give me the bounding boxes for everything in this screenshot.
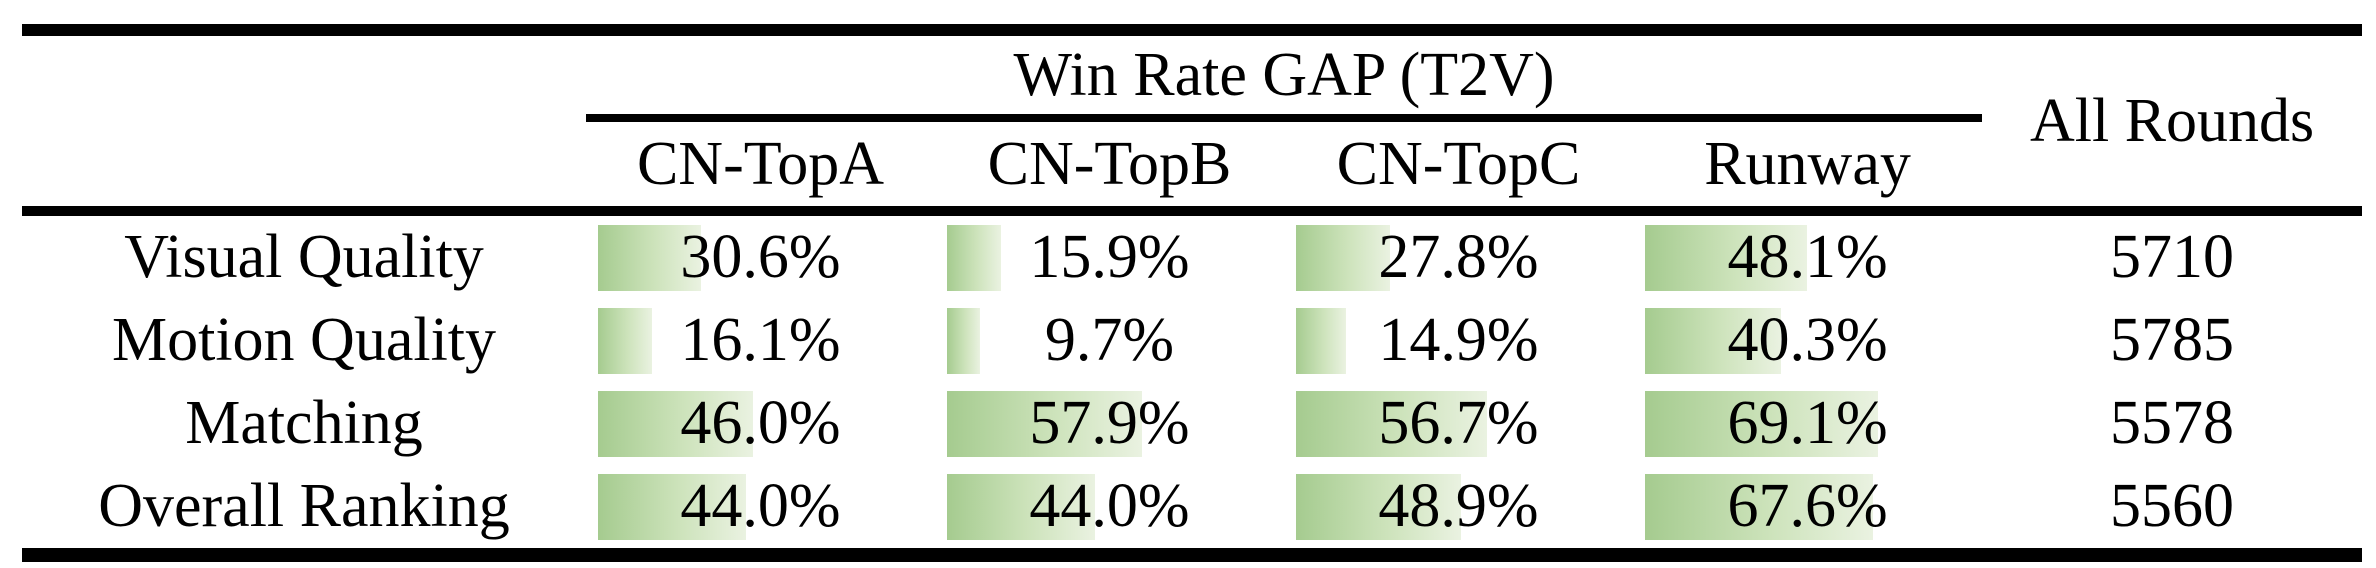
win-rate-cell: 27.8% [1284,211,1633,299]
all-rounds-header: All Rounds [1982,30,2363,216]
win-rate-value: 44.0% [1029,472,1190,541]
win-rate-cell: 44.0% [935,465,1284,555]
win-rate-cell: 44.0% [586,465,935,555]
win-rate-cell: 69.1% [1633,382,1982,465]
corner-empty-cell [22,30,586,216]
win-rate-bar [598,224,701,291]
win-rate-bar [947,473,1095,540]
win-rate-bar [947,390,1142,457]
win-rate-bar [1296,224,1390,291]
win-rate-value: 46.0% [680,389,841,458]
all-rounds-value: 5710 [2110,223,2235,292]
all-rounds-value: 5578 [2110,389,2235,458]
win-rate-value: 44.0% [680,472,841,541]
win-rate-bar [598,473,746,540]
win-rate-value: 14.9% [1378,306,1539,375]
table-row-matching: Matching 46.0% 57.9% 56.7% 69.1% 557 [22,382,2362,465]
win-rate-value: 57.9% [1029,389,1190,458]
win-rate-value: 67.6% [1727,472,1888,541]
column-header-cn-topa: CN-TopA [586,118,935,216]
all-rounds-value: 5785 [2110,306,2235,375]
win-rate-bar [947,224,1001,291]
win-rate-bar [1296,473,1461,540]
win-rate-value: 48.9% [1378,472,1539,541]
row-label: Visual Quality [124,223,484,292]
win-rate-value: 40.3% [1727,306,1888,375]
column-header-cn-topc: CN-TopC [1284,118,1633,216]
all-rounds-value: 5560 [2110,472,2235,541]
win-rate-bar [1296,390,1487,457]
win-rate-bar [598,307,652,374]
win-rate-value: 30.6% [680,223,841,292]
win-rate-table: Win Rate GAP (T2V) All Rounds CN-TopA CN… [22,24,2363,562]
win-rate-cell: 9.7% [935,299,1284,382]
win-rate-value: 27.8% [1378,223,1539,292]
row-label: Overall Ranking [98,472,510,541]
win-rate-cell: 30.6% [586,211,935,299]
win-rate-bar [1645,224,1807,291]
table-row-visual-quality: Visual Quality 30.6% 15.9% 27.8% 48.1% [22,211,2362,299]
win-rate-bar [598,390,753,457]
table-row-motion-quality: Motion Quality 16.1% 9.7% 14.9% 40.3% [22,299,2362,382]
win-rate-cell: 67.6% [1633,465,1982,555]
win-rate-cell: 15.9% [935,211,1284,299]
win-rate-value: 56.7% [1378,389,1539,458]
column-header-runway: Runway [1633,118,1983,216]
win-rate-bar [1645,473,1873,540]
table-row-overall-ranking: Overall Ranking 44.0% 44.0% 48.9% 67.6% [22,465,2362,555]
results-table: Win Rate GAP (T2V) All Rounds CN-TopA CN… [22,24,2363,562]
win-rate-value: 9.7% [1044,306,1175,375]
win-rate-bar [1296,307,1346,374]
win-rate-cell: 56.7% [1284,382,1633,465]
group-header-title: Win Rate GAP (T2V) [586,30,1983,122]
win-rate-cell: 48.1% [1633,211,1982,299]
win-rate-cell: 48.9% [1284,465,1633,555]
win-rate-cell: 14.9% [1284,299,1633,382]
win-rate-cell: 46.0% [586,382,935,465]
win-rate-value: 48.1% [1727,223,1888,292]
win-rate-cell: 57.9% [935,382,1284,465]
win-rate-value: 16.1% [680,306,841,375]
win-rate-value: 15.9% [1029,223,1190,292]
win-rate-bar [947,307,980,374]
win-rate-value: 69.1% [1727,389,1888,458]
win-rate-cell: 16.1% [586,299,935,382]
column-header-cn-topb: CN-TopB [935,118,1284,216]
win-rate-cell: 40.3% [1633,299,1982,382]
win-rate-bar [1645,307,1781,374]
row-label: Motion Quality [111,306,497,375]
row-label: Matching [185,389,423,458]
win-rate-bar [1645,390,1878,457]
